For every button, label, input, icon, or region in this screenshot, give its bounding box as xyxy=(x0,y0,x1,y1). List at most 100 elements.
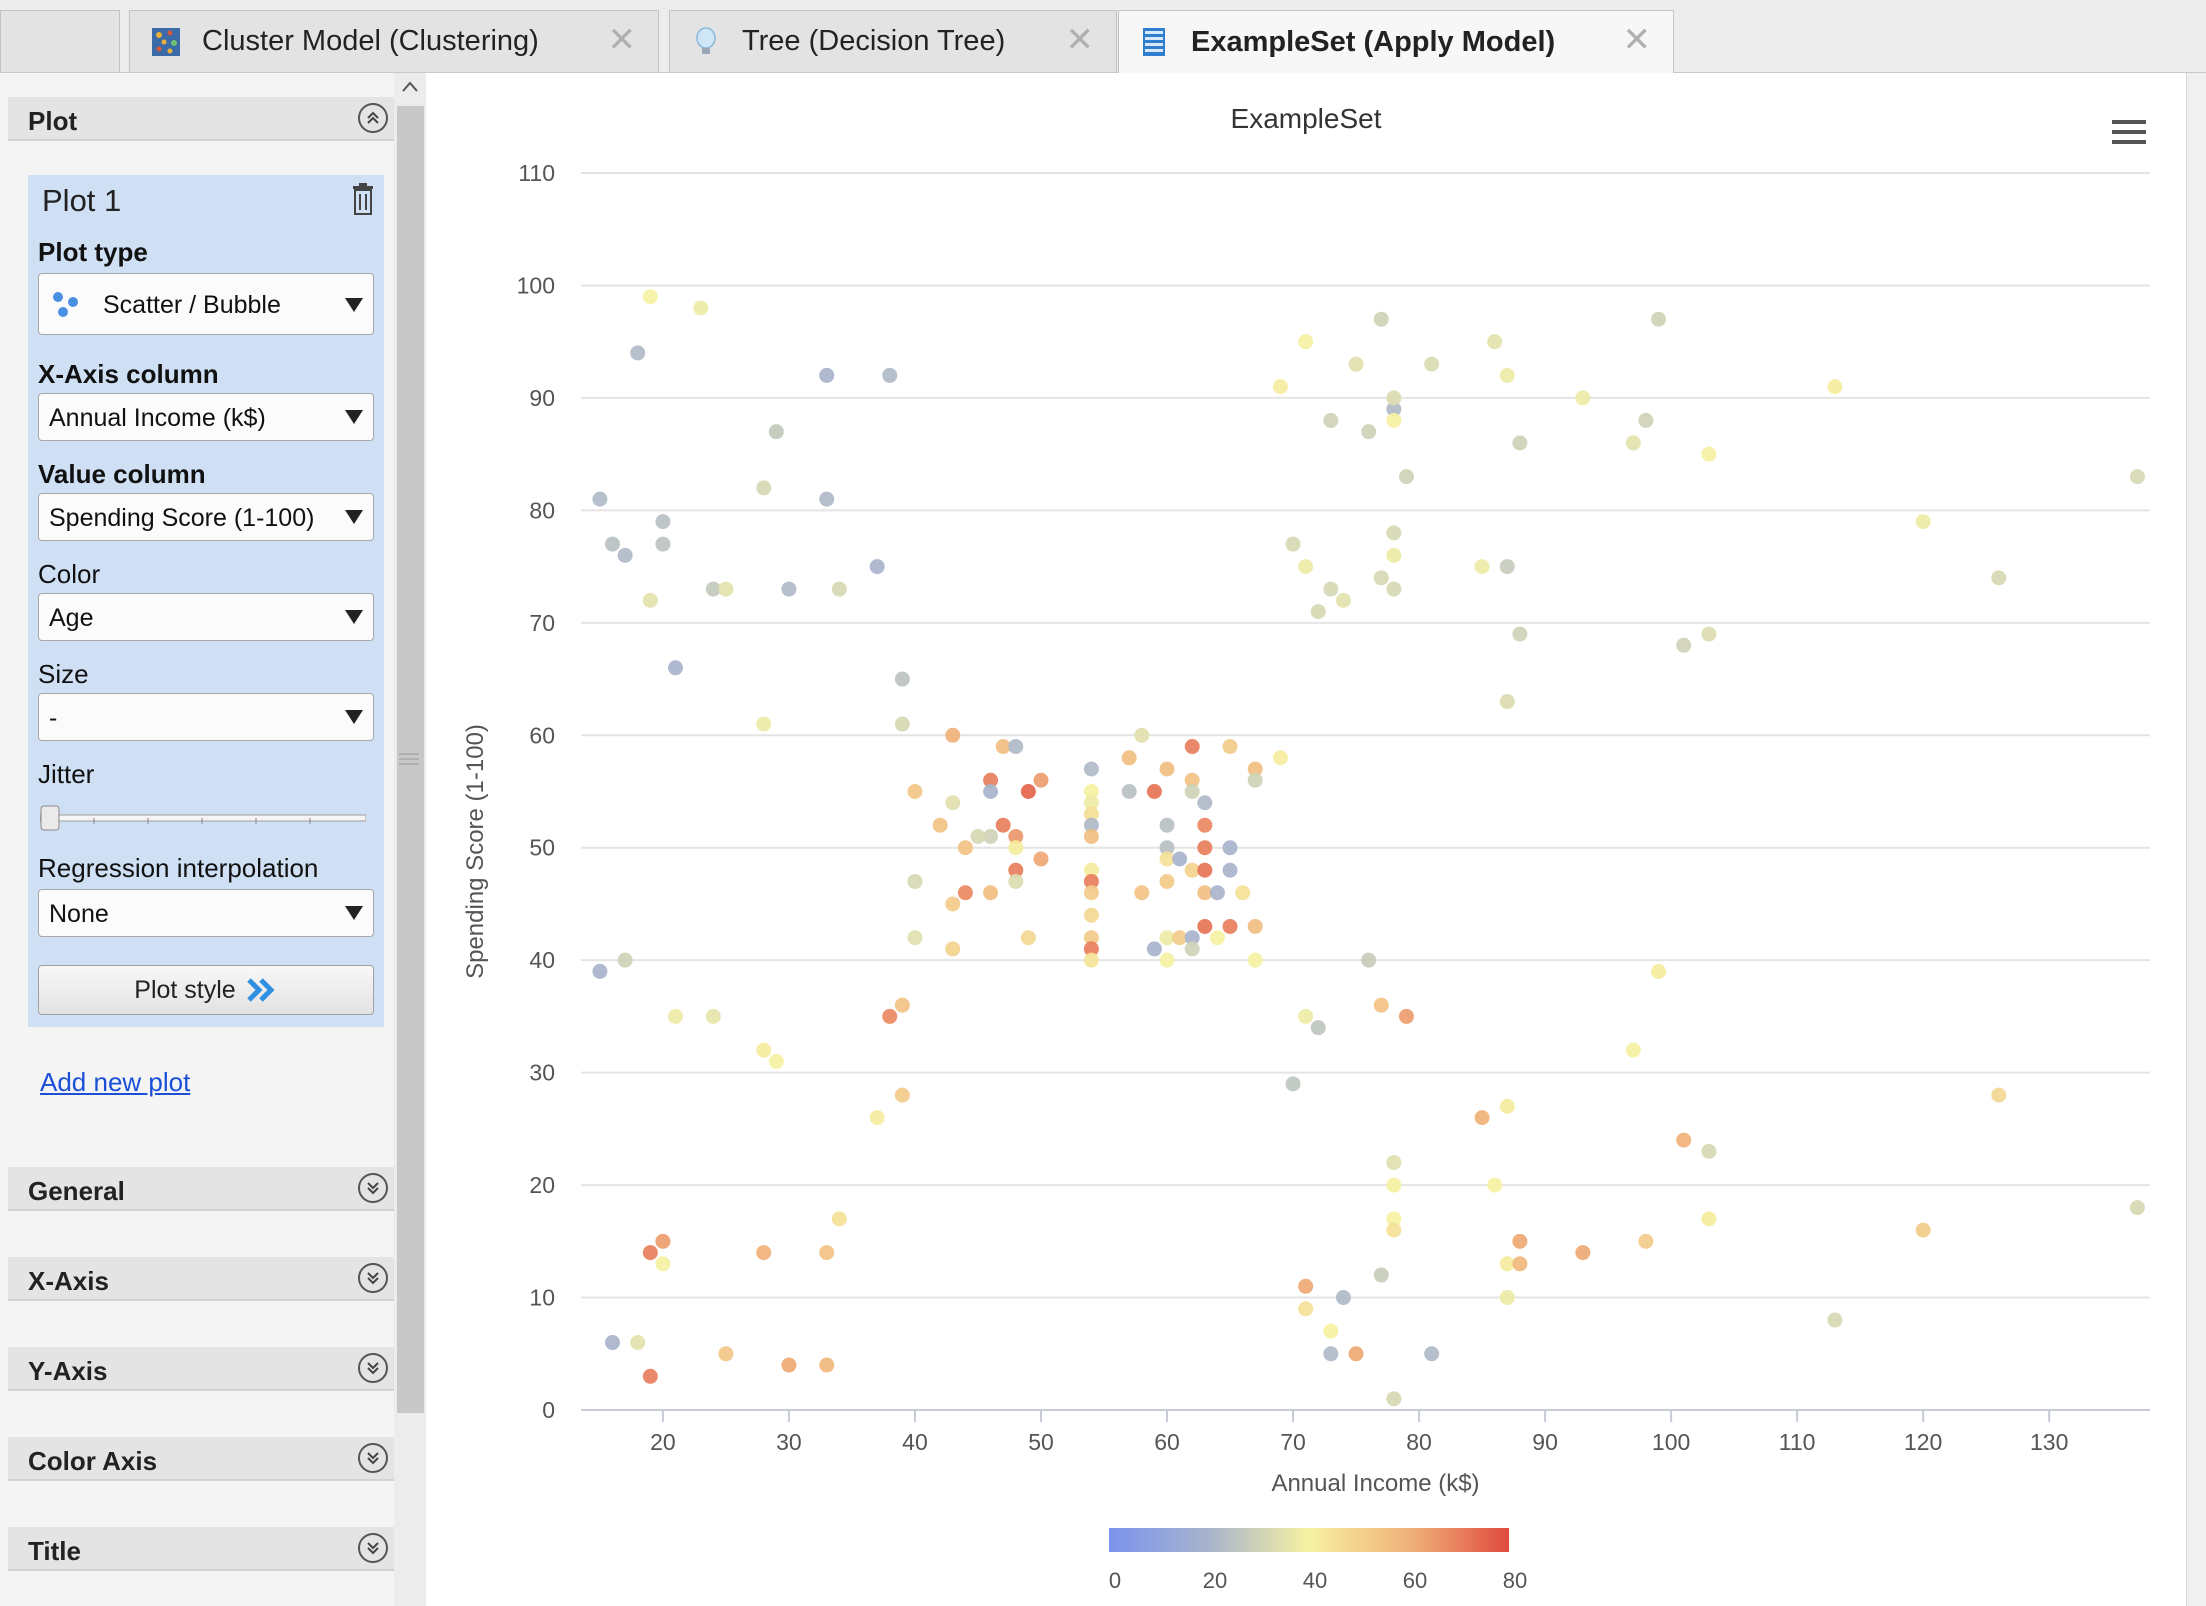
y-tick-label: 80 xyxy=(529,497,555,523)
value-column-value: Spending Score (1-100) xyxy=(49,504,315,532)
section-title[interactable]: Title xyxy=(8,1527,394,1571)
data-point xyxy=(756,1042,772,1058)
data-point xyxy=(1638,412,1654,428)
tab-exampleset[interactable]: ExampleSet (Apply Model) ✕ xyxy=(1118,10,1674,73)
data-point xyxy=(1335,1290,1351,1306)
chevron-down-icon[interactable] xyxy=(358,1353,388,1383)
data-point xyxy=(592,491,608,507)
data-point xyxy=(1651,311,1667,327)
jitter-handle[interactable] xyxy=(40,805,60,831)
trash-icon[interactable] xyxy=(352,183,374,215)
data-point xyxy=(1197,795,1213,811)
data-point xyxy=(1499,1256,1515,1272)
data-point xyxy=(617,952,633,968)
section-x-axis[interactable]: X-Axis xyxy=(8,1257,394,1301)
plot-style-button[interactable]: Plot style xyxy=(38,965,374,1015)
section-plot[interactable]: Plot xyxy=(8,97,394,141)
data-point xyxy=(1499,367,1515,383)
data-point xyxy=(1386,1177,1402,1193)
data-point xyxy=(1222,739,1238,755)
data-point xyxy=(1373,997,1389,1013)
x-tick-label: 110 xyxy=(1779,1429,1816,1455)
regression-select[interactable]: None xyxy=(38,889,374,937)
data-point xyxy=(1159,952,1175,968)
data-point xyxy=(655,536,671,552)
data-point xyxy=(1651,963,1667,979)
y-tick-label: 30 xyxy=(529,1060,555,1086)
data-point xyxy=(718,1346,734,1362)
size-select[interactable]: - xyxy=(38,693,374,741)
add-new-plot-link[interactable]: Add new plot xyxy=(40,1067,191,1097)
data-point xyxy=(2129,469,2145,485)
data-point xyxy=(894,716,910,732)
data-point xyxy=(1020,784,1036,799)
data-point xyxy=(945,896,961,912)
section-y-axis[interactable]: Y-Axis xyxy=(8,1347,394,1391)
color-value: Age xyxy=(49,604,94,632)
data-point xyxy=(1172,930,1188,946)
data-point xyxy=(1373,1267,1389,1283)
color-legend-tick: 40 xyxy=(1303,1568,1327,1593)
section-color-axis[interactable]: Color Axis xyxy=(8,1437,394,1481)
tab-hidden[interactable] xyxy=(0,10,120,72)
data-point xyxy=(1083,817,1099,833)
plot-type-value: Scatter / Bubble xyxy=(103,291,281,319)
data-point xyxy=(1474,1110,1490,1126)
hamburger-menu-icon[interactable] xyxy=(2112,117,2146,147)
close-icon[interactable]: ✕ xyxy=(1065,21,1095,59)
data-point xyxy=(1323,412,1339,428)
chevron-down-icon xyxy=(345,298,363,312)
x-tick-label: 30 xyxy=(776,1429,802,1455)
value-column-select[interactable]: Spending Score (1-100) xyxy=(38,493,374,541)
close-icon[interactable]: ✕ xyxy=(607,21,637,59)
data-point xyxy=(1323,1323,1339,1339)
chevron-down-icon[interactable] xyxy=(358,1443,388,1473)
data-point xyxy=(1915,514,1931,530)
plot-type-select[interactable]: Scatter / Bubble xyxy=(38,273,374,335)
data-point xyxy=(605,1335,621,1351)
chevron-down-icon[interactable] xyxy=(358,1533,388,1563)
splitter-grip-icon[interactable] xyxy=(399,752,419,766)
color-legend-tick: 20 xyxy=(1203,1568,1227,1593)
data-point xyxy=(1083,941,1099,957)
chevron-down-icon[interactable] xyxy=(358,1263,388,1293)
y-tick-label: 90 xyxy=(529,385,555,411)
data-point xyxy=(1499,694,1515,710)
jitter-slider[interactable] xyxy=(40,805,366,831)
scroll-up-icon[interactable] xyxy=(401,78,419,96)
data-point xyxy=(1499,1290,1515,1306)
data-point xyxy=(642,1368,658,1384)
data-point xyxy=(894,997,910,1013)
data-point xyxy=(957,840,973,856)
x-axis-column-select[interactable]: Annual Income (k$) xyxy=(38,393,374,441)
section-general[interactable]: General xyxy=(8,1167,394,1211)
data-point xyxy=(1638,1233,1654,1249)
plot-1-box: Plot 1 Plot type Scatter / Bubble X-Axis… xyxy=(28,175,384,1027)
data-point xyxy=(630,1335,646,1351)
data-point xyxy=(1298,559,1314,575)
lightbulb-icon xyxy=(696,26,716,54)
data-point xyxy=(756,1245,772,1261)
color-select[interactable]: Age xyxy=(38,593,374,641)
data-point xyxy=(1197,840,1213,856)
data-point xyxy=(1398,469,1414,485)
data-point xyxy=(1083,862,1099,878)
tab-decision-tree[interactable]: Tree (Decision Tree) ✕ xyxy=(669,10,1117,72)
chevron-up-icon[interactable] xyxy=(358,103,388,133)
data-point xyxy=(1083,930,1099,946)
data-point xyxy=(1915,1222,1931,1238)
x-tick-label: 60 xyxy=(1154,1429,1180,1455)
chevron-down-icon[interactable] xyxy=(358,1173,388,1203)
size-value: - xyxy=(49,704,58,732)
data-point xyxy=(995,817,1011,833)
data-point xyxy=(1386,547,1402,563)
data-point xyxy=(1676,1132,1692,1148)
plot-style-label: Plot style xyxy=(134,975,236,1004)
tab-cluster-model[interactable]: Cluster Model (Clustering) ✕ xyxy=(129,10,659,72)
data-point xyxy=(1083,784,1099,799)
close-icon[interactable]: ✕ xyxy=(1622,21,1652,59)
data-point xyxy=(819,491,835,507)
tab-exampleset-label: ExampleSet (Apply Model) xyxy=(1191,25,1556,58)
data-point xyxy=(1222,918,1238,934)
data-point xyxy=(1247,952,1263,968)
